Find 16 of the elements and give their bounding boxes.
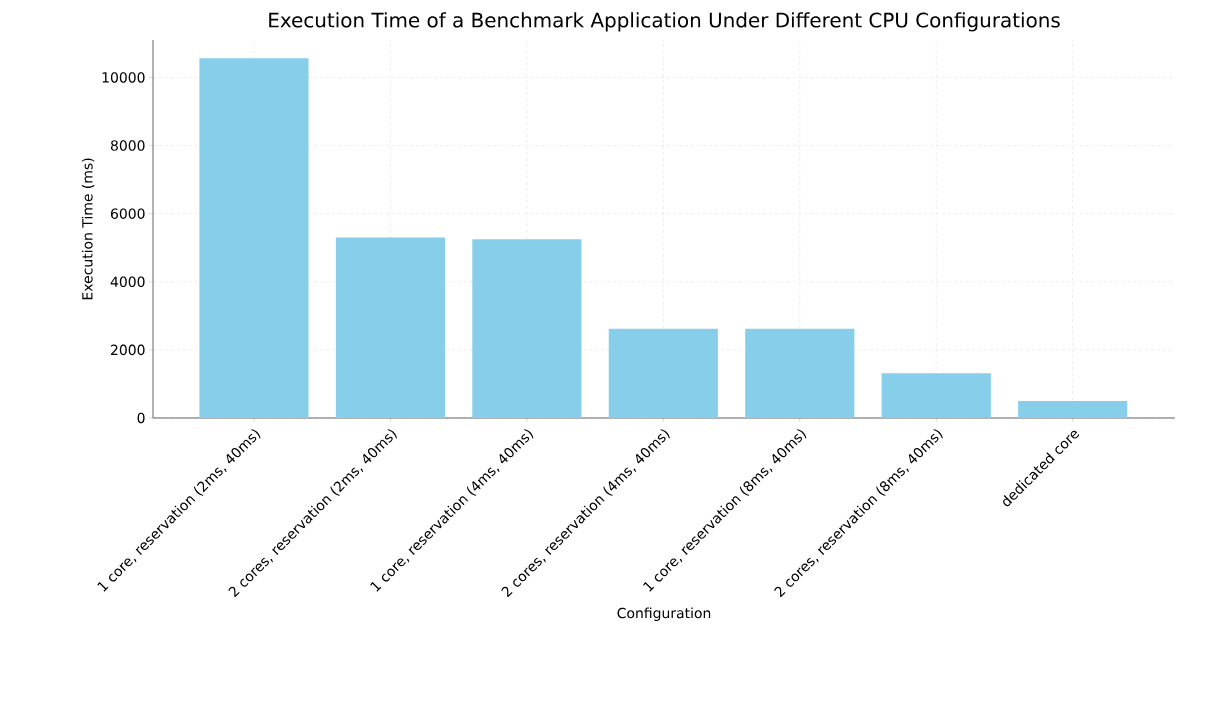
x-axis-title: Configuration <box>617 607 711 622</box>
y-tick-label: 6000 <box>110 208 145 219</box>
y-tick-label: 8000 <box>110 140 145 151</box>
y-tick-label: 10000 <box>102 72 145 83</box>
bar <box>745 328 855 418</box>
y-tick-label: 2000 <box>111 344 145 356</box>
chart-title: Execution Time of a Benchmark Application Under Different CPU Configurations <box>269 12 1060 32</box>
y-axis-title: Execution Time (ms) <box>81 158 95 300</box>
bar <box>472 239 582 418</box>
bar <box>608 328 718 418</box>
bar <box>199 58 309 418</box>
bar <box>335 237 446 418</box>
y-tick-label: 4000 <box>110 276 145 288</box>
bar <box>1018 400 1128 418</box>
y-tick-label: 0 <box>137 412 145 424</box>
bar <box>881 373 991 418</box>
